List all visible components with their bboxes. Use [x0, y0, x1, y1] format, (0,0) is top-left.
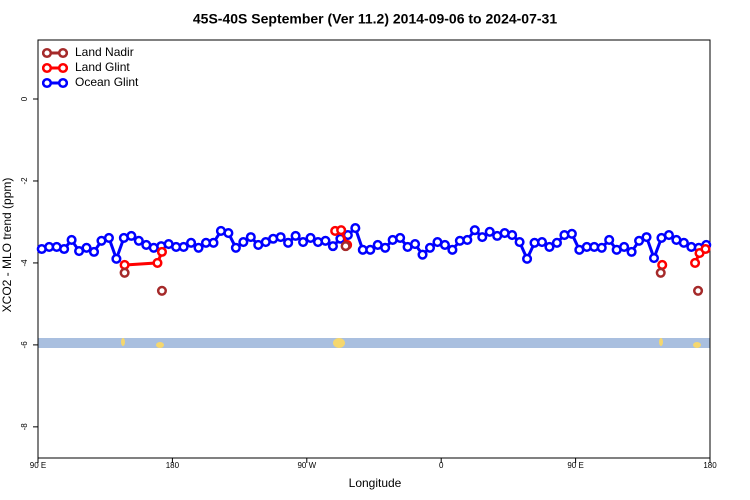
- data-point: [395, 232, 406, 243]
- land-markers: [121, 338, 701, 348]
- y-tick-label: -6: [20, 341, 29, 349]
- data-point: [380, 242, 391, 253]
- data-point: [305, 232, 316, 243]
- legend-marker: [57, 77, 69, 89]
- data-point: [156, 246, 167, 257]
- data-point: [111, 253, 122, 264]
- data-point: [424, 242, 436, 253]
- data-point: [551, 237, 562, 248]
- data-point: [663, 230, 674, 241]
- y-axis-label: XCO2 - MLO trend (ppm): [0, 178, 14, 313]
- data-point: [522, 253, 533, 264]
- data-point: [655, 267, 666, 278]
- data-point: [634, 235, 645, 246]
- data-point: [648, 252, 660, 264]
- data-point: [178, 241, 189, 253]
- data-point: [619, 241, 630, 253]
- data-point: [59, 243, 70, 255]
- data-point: [223, 227, 234, 239]
- data-point: [678, 237, 689, 248]
- data-point: [320, 235, 331, 246]
- data-point: [514, 236, 525, 248]
- data-point: [230, 242, 241, 253]
- data-point: [66, 234, 77, 246]
- data-point: [350, 223, 361, 234]
- data-point: [365, 244, 376, 255]
- data-point: [340, 241, 351, 252]
- y-tick-label: -4: [20, 259, 29, 267]
- data-point: [544, 241, 555, 253]
- data-point: [657, 259, 668, 271]
- data-point: [700, 243, 711, 255]
- data-point: [133, 235, 144, 246]
- data-point: [186, 237, 197, 248]
- y-tick-label: -2: [20, 177, 29, 185]
- data-point: [81, 242, 92, 253]
- x-tick-label: 180: [166, 461, 180, 470]
- data-point: [507, 230, 518, 241]
- data-point: [126, 230, 137, 241]
- data-point: [626, 246, 637, 257]
- x-tick-label: 90 E: [567, 461, 583, 470]
- data-point: [327, 241, 338, 252]
- data-point: [641, 232, 652, 243]
- legend-marker: [41, 47, 53, 59]
- data-point: [103, 232, 114, 243]
- data-point: [536, 236, 548, 248]
- data-point: [447, 244, 458, 255]
- legend-label: Land Nadir: [75, 45, 134, 59]
- data-point: [566, 228, 577, 239]
- x-tick-label: 180: [703, 461, 717, 470]
- x-tick-label: 90 E: [30, 461, 46, 470]
- data-point: [410, 239, 421, 250]
- data-point: [290, 230, 301, 241]
- data-point: [152, 257, 163, 268]
- data-point: [156, 285, 167, 296]
- data-point: [245, 232, 256, 243]
- x-axis-label: Longitude: [349, 476, 402, 490]
- data-point: [477, 232, 488, 243]
- x-tick-label: 0: [439, 461, 444, 470]
- legend-marker: [41, 77, 53, 89]
- data-point: [690, 257, 701, 268]
- data-point: [596, 242, 607, 253]
- data-point: [469, 225, 480, 236]
- data-point: [275, 232, 286, 243]
- data-point: [193, 242, 204, 253]
- data-point: [119, 259, 130, 271]
- data-point: [298, 236, 309, 248]
- data-point: [484, 226, 495, 237]
- y-tick-label: 0: [20, 96, 29, 101]
- data-point: [693, 285, 704, 296]
- y-tick-label: -8: [20, 423, 29, 431]
- chart-title: 45S-40S September (Ver 11.2) 2014-09-06 …: [193, 11, 557, 27]
- legend-label: Land Glint: [75, 60, 130, 74]
- legend-label: Ocean Glint: [75, 75, 139, 89]
- data-point: [208, 237, 219, 248]
- data-point: [604, 234, 615, 246]
- legend-marker: [57, 62, 69, 74]
- data-point: [119, 267, 130, 278]
- data-point: [462, 234, 473, 246]
- x-tick-label: 90 W: [297, 461, 316, 470]
- data-point: [238, 236, 249, 248]
- legend-marker: [57, 47, 69, 59]
- legend-marker: [41, 62, 53, 74]
- data-point: [336, 225, 347, 236]
- data-point: [439, 239, 450, 250]
- data-point: [283, 237, 294, 248]
- data-point: [88, 246, 100, 257]
- data-point: [417, 249, 428, 260]
- surface-band: [38, 338, 710, 348]
